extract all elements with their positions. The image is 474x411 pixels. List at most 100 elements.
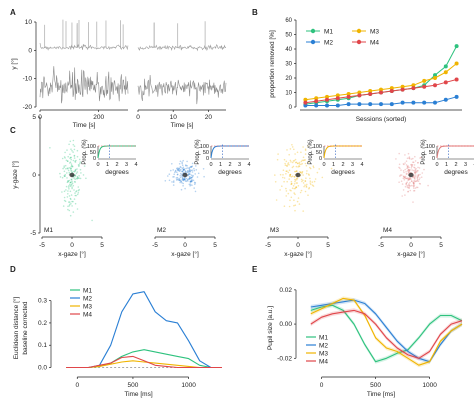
gaze-point-m4 bbox=[416, 177, 419, 179]
gaze-point-m3 bbox=[294, 158, 297, 161]
gaze-point-m1 bbox=[70, 164, 73, 167]
gaze-point-m4 bbox=[408, 185, 410, 187]
gaze-point-m4 bbox=[407, 186, 410, 189]
gaze-point-m2 bbox=[180, 172, 182, 175]
x-tick-label-right: 10 bbox=[170, 114, 178, 121]
gaze-point-m3 bbox=[279, 173, 282, 176]
gaze-point-m1 bbox=[76, 208, 79, 210]
legend-marker-m4 bbox=[356, 39, 362, 45]
gaze-point-m2 bbox=[186, 179, 189, 181]
gaze-point-m1 bbox=[69, 181, 71, 184]
gaze-point-m3 bbox=[293, 192, 296, 194]
gaze-point-m3 bbox=[288, 153, 291, 156]
legend-label-m4: M4 bbox=[83, 312, 92, 319]
gaze-point-m2 bbox=[188, 172, 190, 175]
gaze-point-m3 bbox=[285, 160, 288, 163]
gaze-point-m1 bbox=[69, 181, 72, 184]
y-tick-label: -0.02 bbox=[277, 355, 292, 362]
gaze-point-m2 bbox=[191, 184, 193, 186]
x-tick-label: 1000 bbox=[181, 382, 196, 389]
gaze-point-m3 bbox=[287, 192, 290, 195]
gaze-center-m4 bbox=[408, 172, 414, 178]
gaze-point-m2 bbox=[178, 170, 181, 172]
gaze-point-m3 bbox=[305, 164, 308, 167]
gaze-point-m1 bbox=[77, 192, 80, 194]
series-band-m2 bbox=[310, 298, 462, 364]
legend-label-m1: M1 bbox=[319, 335, 328, 342]
gaze-point-m4 bbox=[417, 162, 419, 164]
gaze-point-m2 bbox=[196, 176, 199, 178]
gaze-point-m4 bbox=[408, 171, 410, 174]
gaze-point-m4 bbox=[403, 177, 406, 179]
gaze-point-m2 bbox=[189, 180, 192, 183]
gaze-point-m3 bbox=[306, 170, 308, 172]
gaze-point-m1 bbox=[69, 214, 72, 217]
gaze-point-m2 bbox=[180, 169, 182, 171]
gaze-point-m3 bbox=[291, 166, 294, 169]
inset-x-tick-label: 2 bbox=[341, 162, 344, 168]
gaze-point-m3 bbox=[291, 146, 294, 148]
y-axis-title: y-gaze [°] bbox=[11, 161, 19, 189]
gaze-point-m3 bbox=[288, 175, 291, 177]
gaze-point-m1 bbox=[70, 178, 73, 181]
gaze-point-m3 bbox=[300, 178, 303, 181]
series-band-m1 bbox=[310, 303, 462, 364]
data-point-m2 bbox=[443, 97, 448, 102]
x-axis-title: x-gaze [°] bbox=[397, 250, 425, 258]
y-tick-label: 0.1 bbox=[38, 342, 47, 349]
gaze-point-m3 bbox=[301, 159, 304, 162]
gaze-point-m2 bbox=[185, 167, 187, 170]
gaze-point-m3 bbox=[287, 171, 290, 174]
gaze-point-m3 bbox=[295, 186, 298, 188]
gaze-point-m2 bbox=[184, 178, 187, 181]
gaze-point-m4 bbox=[406, 166, 409, 169]
gaze-point-m4 bbox=[404, 176, 406, 179]
gaze-point-m4 bbox=[410, 180, 413, 182]
gaze-point-m1 bbox=[68, 203, 71, 206]
gaze-center-m3 bbox=[295, 172, 301, 178]
gaze-point-m4 bbox=[415, 170, 417, 173]
data-point-m4 bbox=[314, 99, 319, 104]
gaze-point-m2 bbox=[194, 190, 197, 193]
x-tick-label: 5 bbox=[213, 242, 217, 249]
data-point-m1 bbox=[443, 64, 448, 69]
gaze-point-m4 bbox=[404, 168, 407, 171]
gaze-point-m4 bbox=[409, 189, 412, 192]
gaze-point-m1 bbox=[65, 168, 67, 170]
gaze-point-m4 bbox=[407, 190, 410, 193]
gaze-point-m3 bbox=[296, 182, 299, 184]
gaze-point-m4 bbox=[407, 168, 410, 171]
gaze-point-m1 bbox=[76, 168, 78, 170]
gaze-point-m4 bbox=[405, 177, 408, 180]
gaze-point-m1 bbox=[76, 177, 78, 180]
gaze-point-m3 bbox=[274, 174, 276, 176]
gaze-point-m2 bbox=[191, 179, 193, 182]
gaze-point-m2 bbox=[172, 181, 175, 183]
gaze-point-m2 bbox=[180, 166, 182, 169]
gaze-point-m1 bbox=[70, 158, 72, 161]
gaze-point-m3 bbox=[313, 180, 316, 183]
gaze-point-m3 bbox=[300, 160, 303, 163]
gaze-point-m2 bbox=[183, 168, 186, 170]
y-tick-label: 0.3 bbox=[38, 298, 47, 305]
gaze-point-m4 bbox=[402, 170, 405, 172]
gaze-point-m1 bbox=[79, 162, 81, 165]
gaze-point-m3 bbox=[295, 165, 298, 168]
gaze-point-m4 bbox=[399, 175, 401, 177]
x-tick-label-left: 200 bbox=[93, 114, 104, 121]
gaze-point-m2 bbox=[179, 160, 182, 163]
gaze-point-m2 bbox=[170, 169, 172, 172]
inset-x-axis-title: degrees bbox=[105, 169, 129, 176]
gaze-point-m4 bbox=[416, 170, 418, 172]
gaze-point-m3 bbox=[295, 161, 297, 164]
gaze-point-m3 bbox=[297, 162, 299, 165]
gaze-point-m1 bbox=[79, 161, 82, 163]
gaze-point-m3 bbox=[289, 174, 291, 176]
gaze-point-m3 bbox=[287, 163, 289, 165]
gaze-point-m3 bbox=[295, 177, 298, 180]
gaze-point-m3 bbox=[290, 180, 293, 183]
gaze-point-m4 bbox=[411, 176, 414, 179]
x-axis-title-right: Time [s] bbox=[171, 122, 194, 129]
data-point-m3 bbox=[357, 90, 362, 95]
gaze-point-m2 bbox=[182, 179, 185, 182]
